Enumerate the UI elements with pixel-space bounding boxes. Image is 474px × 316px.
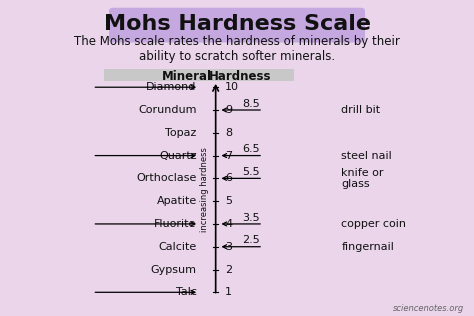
Text: 2.5: 2.5: [242, 235, 260, 245]
Text: copper coin: copper coin: [341, 219, 406, 229]
Text: Apatite: Apatite: [156, 196, 197, 206]
Text: 3.5: 3.5: [242, 213, 260, 222]
Text: 2: 2: [225, 264, 232, 275]
Text: increasing hardness: increasing hardness: [201, 147, 209, 232]
Text: 8: 8: [225, 128, 232, 138]
Text: Corundum: Corundum: [138, 105, 197, 115]
Text: 1: 1: [225, 287, 232, 297]
Text: Topaz: Topaz: [165, 128, 197, 138]
Text: fingernail: fingernail: [341, 242, 394, 252]
Text: 7: 7: [225, 151, 232, 161]
Text: The Mohs scale rates the hardness of minerals by their
ability to scratch softer: The Mohs scale rates the hardness of min…: [74, 35, 400, 63]
FancyBboxPatch shape: [109, 8, 365, 43]
Text: 6.5: 6.5: [242, 144, 260, 154]
Text: knife or
glass: knife or glass: [341, 167, 384, 189]
Text: Diamond: Diamond: [146, 82, 197, 92]
Text: 4: 4: [225, 219, 232, 229]
Text: Hardness: Hardness: [209, 70, 272, 83]
Text: 3: 3: [225, 242, 232, 252]
Text: 5.5: 5.5: [242, 167, 260, 177]
Text: 9: 9: [225, 105, 232, 115]
Text: 6: 6: [225, 173, 232, 183]
Text: Calcite: Calcite: [158, 242, 197, 252]
Text: 8.5: 8.5: [242, 99, 260, 109]
Text: Quartz: Quartz: [159, 151, 197, 161]
Text: Fluorite: Fluorite: [155, 219, 197, 229]
Text: Mohs Hardness Scale: Mohs Hardness Scale: [103, 14, 371, 34]
Text: Mineral: Mineral: [162, 70, 212, 83]
Text: sciencenotes.org: sciencenotes.org: [393, 304, 465, 313]
Text: 5: 5: [225, 196, 232, 206]
Text: steel nail: steel nail: [341, 151, 392, 161]
Text: Talc: Talc: [176, 287, 197, 297]
FancyBboxPatch shape: [104, 69, 294, 81]
Text: drill bit: drill bit: [341, 105, 381, 115]
Text: Gypsum: Gypsum: [151, 264, 197, 275]
Text: Orthoclase: Orthoclase: [137, 173, 197, 183]
Text: 10: 10: [225, 82, 239, 92]
